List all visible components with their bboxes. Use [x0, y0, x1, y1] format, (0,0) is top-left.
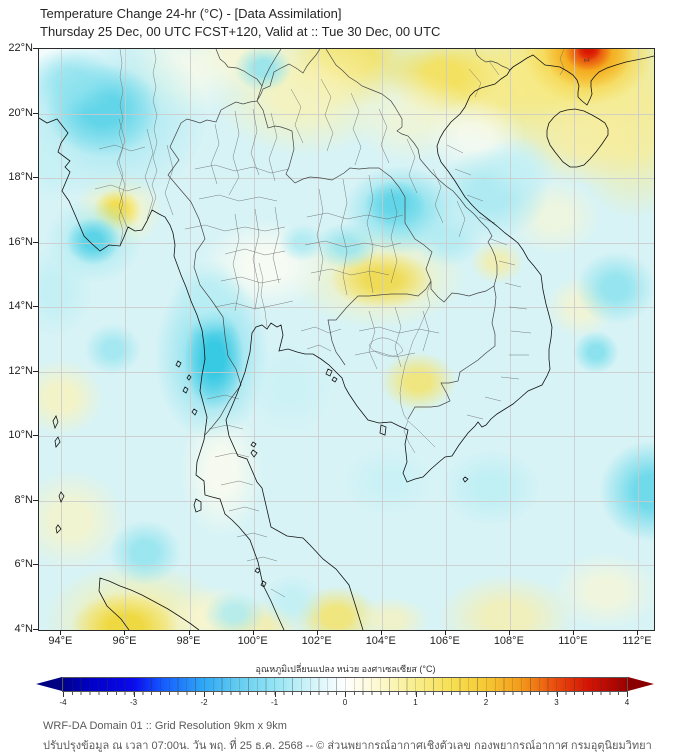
colorbar-title: อุณหภูมิเปลี่ยนแปลง หน่วย องศาเซลเซียส (…: [255, 664, 436, 674]
x-axis-label: 96°E: [112, 635, 137, 647]
gridline: [189, 49, 191, 630]
y-axis-tick: [33, 112, 38, 114]
gridline: [509, 49, 511, 630]
y-axis-tick: [33, 499, 38, 501]
footer-update-info: ปรับปรุงข้อมูล ณ เวลา 07:00น. วัน พฤ. ที…: [43, 740, 652, 752]
gridline: [39, 436, 654, 438]
y-axis-tick: [33, 370, 38, 372]
x-axis-tick: [188, 630, 190, 635]
gridline: [445, 49, 447, 630]
colorbar-tick: [486, 692, 487, 697]
y-axis-label: 12°N: [8, 364, 33, 377]
gridline: [317, 49, 319, 630]
y-axis-label: 6°N: [14, 558, 33, 571]
x-axis-label: 102°E: [301, 635, 332, 647]
gridline: [61, 49, 63, 630]
gridline: [637, 49, 639, 630]
colorbar-tick-label: -1: [270, 698, 279, 707]
map-panel: 2: [38, 48, 655, 631]
colorbar-tick: [556, 692, 558, 697]
gridline: [39, 242, 654, 244]
y-axis-label: 8°N: [14, 493, 33, 506]
x-axis-label: 100°E: [237, 635, 268, 647]
y-axis-label: 14°N: [8, 300, 33, 313]
y-axis-tick: [33, 241, 38, 243]
colorbar-tick: [63, 692, 64, 697]
colorbar-right-arrow: [628, 677, 654, 691]
colorbar-tick: [627, 692, 628, 697]
y-axis-label: 18°N: [8, 171, 33, 184]
y-axis-label: 10°N: [8, 429, 33, 442]
colorbar-tick-label: -3: [129, 698, 138, 707]
geography-layer: [39, 49, 654, 630]
x-axis-tick: [60, 630, 62, 635]
gridline: [253, 49, 255, 630]
x-axis-tick: [252, 630, 254, 635]
coastline: [39, 54, 654, 630]
y-axis-tick: [33, 564, 38, 566]
y-axis-label: 20°N: [8, 106, 33, 119]
page-subtitle: Thursday 25 Dec, 00 UTC FCST+120, Valid …: [40, 24, 441, 39]
colorbar-tick-label: 3: [554, 698, 559, 707]
gridline: [381, 49, 383, 630]
colorbar-tick: [415, 692, 417, 697]
colorbar-tick: [133, 692, 135, 697]
x-axis-tick: [316, 630, 318, 635]
y-axis-tick: [33, 48, 38, 49]
x-axis-label: 108°E: [493, 635, 524, 647]
x-axis-tick: [444, 630, 446, 635]
y-axis-tick: [33, 629, 38, 630]
x-axis-label: 106°E: [429, 635, 460, 647]
footer-domain-info: WRF-DA Domain 01 :: Grid Resolution 9km …: [43, 720, 287, 732]
rivers: [118, 49, 436, 454]
colorbar-tick: [274, 692, 276, 697]
province-boundaries: [94, 49, 565, 598]
colorbar-tick: [204, 692, 205, 697]
x-axis-tick: [380, 630, 382, 635]
colorbar-tick: [345, 692, 346, 697]
colorbar: [62, 677, 628, 692]
gridline: [39, 500, 654, 502]
colorbar-tick-label: 0: [342, 698, 348, 707]
gridline: [39, 178, 654, 180]
gridline: [573, 49, 575, 630]
colorbar-tick-label: 2: [483, 698, 489, 707]
x-axis-label: 110°E: [558, 635, 588, 647]
page-title: Temperature Change 24-hr (°C) - [Data As…: [40, 6, 342, 21]
colorbar-left-arrow: [36, 677, 62, 691]
gridline: [125, 49, 127, 630]
x-axis-label: 98°E: [176, 635, 201, 647]
y-axis-label: 22°N: [8, 42, 33, 54]
y-axis-tick: [33, 435, 38, 437]
gridline: [39, 371, 654, 373]
colorbar-tick-label: -4: [59, 698, 67, 707]
x-axis-label: 94°E: [48, 635, 73, 647]
x-axis-tick: [508, 630, 510, 635]
y-axis-label: 4°N: [14, 623, 33, 635]
x-axis-tick: [636, 630, 638, 635]
x-axis-tick: [124, 630, 126, 635]
y-axis-tick: [33, 177, 38, 179]
colorbar-tick-label: 1: [413, 698, 418, 707]
x-axis-tick: [572, 630, 574, 635]
gridline: [39, 113, 654, 115]
gridline: [39, 565, 654, 567]
y-axis-tick: [33, 306, 38, 308]
colorbar-segments: [63, 678, 627, 691]
colorbar-tick-label: 4: [624, 698, 630, 707]
y-axis-label: 16°N: [8, 235, 33, 248]
x-axis-label: 112°E: [622, 635, 652, 647]
colorbar-tick-label: -2: [200, 698, 208, 707]
x-axis-label: 104°E: [365, 635, 396, 647]
country-borders: [167, 49, 514, 436]
